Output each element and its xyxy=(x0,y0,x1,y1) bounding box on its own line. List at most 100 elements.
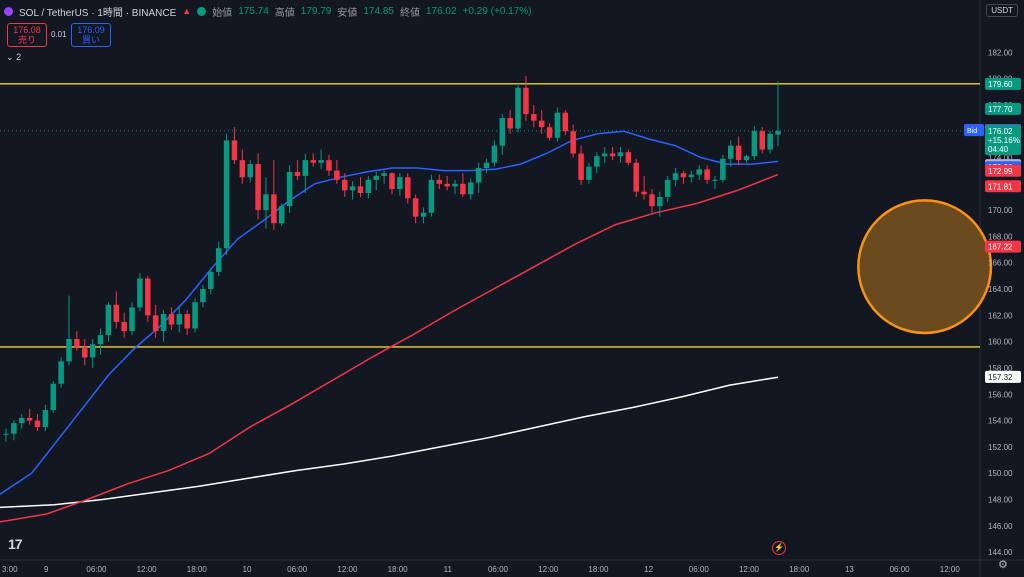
candle-body xyxy=(341,179,348,191)
price-label: 167.22 xyxy=(988,243,1013,252)
candle-body xyxy=(247,164,253,178)
candle-body xyxy=(129,307,135,332)
sell-button[interactable]: 176.08 売り xyxy=(7,23,47,47)
chevron-down-icon: ⌄ xyxy=(6,52,14,62)
candle-body xyxy=(475,168,482,183)
y-tick-label: 162.00 xyxy=(988,311,1013,320)
candle-body xyxy=(26,417,33,421)
open-value: 175.74 xyxy=(238,5,269,17)
y-tick-label: 150.00 xyxy=(988,469,1013,478)
market-status-icon xyxy=(197,6,207,16)
x-tick-label: 12:00 xyxy=(137,565,158,574)
price-tag-bg xyxy=(964,124,984,137)
candle-body xyxy=(523,87,529,115)
x-tick-label: 10 xyxy=(243,565,252,574)
candle-body xyxy=(664,179,671,197)
candle-body xyxy=(625,152,632,163)
candle-body xyxy=(420,212,427,217)
close-value: 176.02 xyxy=(425,5,457,17)
candle-body xyxy=(720,158,726,180)
candle-body xyxy=(113,304,120,322)
candle-body xyxy=(168,314,175,325)
buy-button[interactable]: 176.09 買い xyxy=(71,23,111,47)
candle-body xyxy=(570,131,576,154)
candle-body xyxy=(554,112,561,138)
candle-body xyxy=(562,112,569,132)
candle-body xyxy=(66,339,72,362)
currency-selector[interactable]: USDT xyxy=(986,4,1018,17)
candle-body xyxy=(672,173,679,180)
candle-body xyxy=(743,156,750,161)
candle-body xyxy=(712,179,718,181)
gear-icon[interactable]: ⚙ xyxy=(998,559,1008,571)
y-tick-label: 168.00 xyxy=(988,232,1013,241)
indicator-collapse-toggle[interactable]: ⌄ 2 xyxy=(6,52,21,63)
open-label: 始値 xyxy=(212,7,233,19)
tradingview-logo-icon[interactable]: 17 xyxy=(8,536,23,552)
candle-body xyxy=(735,145,742,161)
candle-body xyxy=(121,321,127,332)
candle-body xyxy=(452,183,458,187)
candle-body xyxy=(286,171,293,207)
candle-body xyxy=(389,173,395,190)
candle-body xyxy=(349,186,356,191)
last-price-value: 176.02 xyxy=(988,127,1013,136)
candle-body xyxy=(515,87,521,129)
price-label: 172.99 xyxy=(988,167,1013,176)
ma-line-blue xyxy=(0,130,779,495)
candle-body xyxy=(11,423,17,434)
candle-body xyxy=(18,417,25,424)
candle-body xyxy=(145,278,151,316)
spread-value: 0.01 xyxy=(51,30,67,39)
highlight-circle xyxy=(857,199,993,335)
candle-body xyxy=(633,162,639,192)
solana-logo-icon xyxy=(4,6,13,16)
candle-body xyxy=(444,183,450,187)
price-label-bg xyxy=(985,164,1021,177)
y-tick-label: 146.00 xyxy=(988,522,1013,531)
y-tick-label: 170.00 xyxy=(988,206,1013,215)
candle-body xyxy=(318,160,324,163)
candle-body xyxy=(641,191,647,195)
candle-body xyxy=(680,173,687,178)
candle-body xyxy=(601,153,608,157)
x-tick-label: 12:00 xyxy=(538,565,559,574)
candle-body xyxy=(759,131,766,150)
y-tick-label: 174.00 xyxy=(988,153,1013,162)
candle-body xyxy=(609,153,616,157)
x-tick-label: 06:00 xyxy=(287,565,308,574)
lightning-icon[interactable]: ⚡ xyxy=(772,541,786,555)
candle-body xyxy=(215,248,222,272)
x-tick-label: 11 xyxy=(444,565,453,574)
candle-body xyxy=(255,164,261,211)
candle-body xyxy=(192,302,198,329)
price-label-bg xyxy=(985,370,1021,383)
chart-header: SOL / TetherUS · 1時間 · BINANCE ▲ 始値 175.7… xyxy=(0,0,984,22)
candle-body xyxy=(176,314,183,325)
price-label: 177.70 xyxy=(988,105,1013,114)
bar-countdown: 04:40 xyxy=(988,145,1009,154)
x-tick-label: 3:00 xyxy=(2,565,18,574)
y-tick-label: 164.00 xyxy=(988,285,1013,294)
low-label: 安値 xyxy=(337,7,358,19)
candle-body xyxy=(3,433,9,435)
candle-body xyxy=(302,160,309,176)
candle-body xyxy=(89,344,96,358)
candle-body xyxy=(751,131,758,157)
candle-body xyxy=(657,196,663,207)
candle-body xyxy=(223,140,230,249)
alert-flag-icon[interactable]: ▲ xyxy=(182,6,192,16)
last-price-change: +15.16% xyxy=(988,136,1020,145)
candle-body xyxy=(200,289,206,303)
sell-label: 売り xyxy=(17,35,36,45)
x-tick-label: 06:00 xyxy=(488,565,509,574)
candle-body xyxy=(397,177,403,190)
candle-body xyxy=(546,127,553,138)
candle-body xyxy=(50,383,57,411)
price-label: 157.32 xyxy=(988,373,1013,382)
high-value: 179.79 xyxy=(300,5,332,17)
price-label: 179.60 xyxy=(988,80,1013,89)
symbol-title[interactable]: SOL / TetherUS · 1時間 · BINANCE xyxy=(19,7,177,19)
y-tick-label: 148.00 xyxy=(988,495,1013,504)
